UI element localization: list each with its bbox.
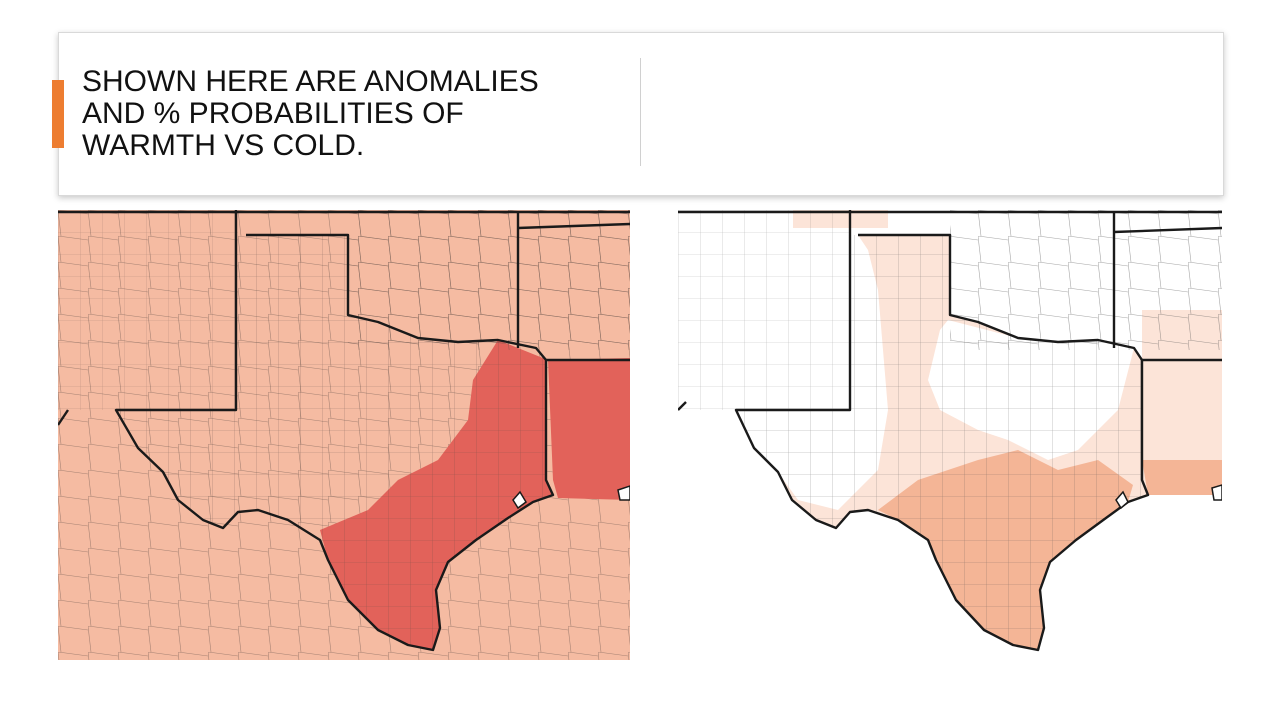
accent-bar: [52, 80, 64, 148]
probability-map: [678, 210, 1222, 660]
anomaly-map: [58, 210, 630, 660]
title-card: [58, 32, 1224, 196]
title-divider: [640, 58, 641, 166]
slide-title: SHOWN HERE ARE ANOMALIES AND % PROBABILI…: [82, 65, 539, 162]
